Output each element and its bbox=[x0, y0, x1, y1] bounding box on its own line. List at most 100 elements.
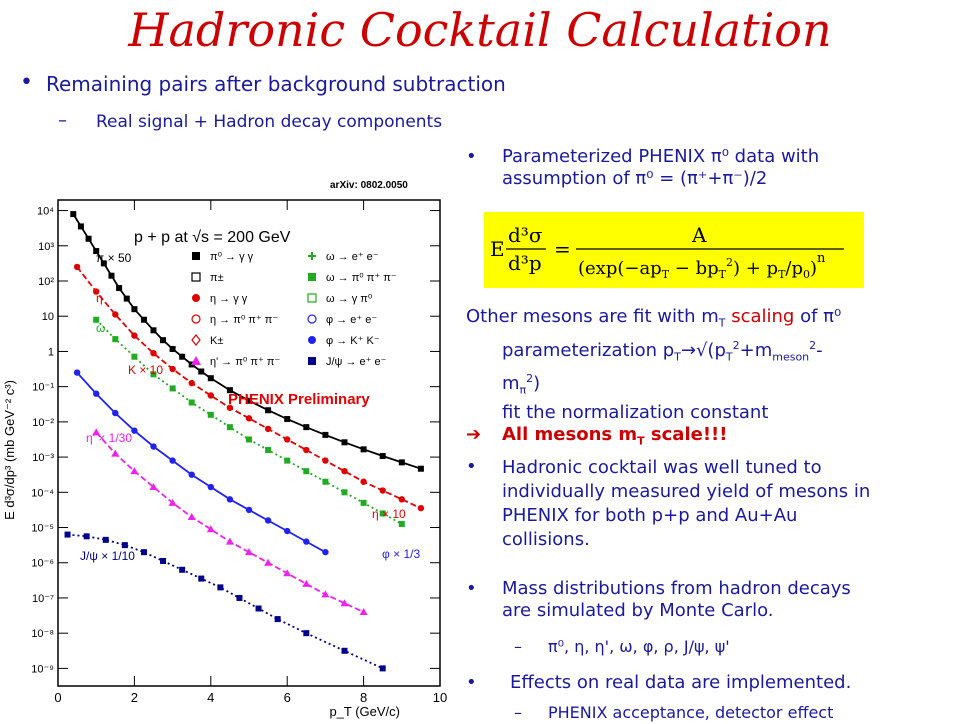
sub-bullet-real-signal: Real signal + Hadron decay components bbox=[96, 112, 443, 132]
data-point bbox=[131, 332, 138, 339]
data-point bbox=[283, 569, 292, 577]
data-point bbox=[303, 538, 310, 545]
x-tick-label: 6 bbox=[284, 690, 291, 705]
data-point bbox=[206, 525, 215, 533]
bullet-line: are simulated by Monte Carlo. bbox=[502, 600, 774, 621]
bullet-dot: • bbox=[466, 456, 477, 477]
x-tick-label: 8 bbox=[360, 690, 367, 705]
x-axis-label: p_T (GeV/c) bbox=[329, 704, 400, 719]
bullet-remaining-pairs: Remaining pairs after background subtrac… bbox=[46, 72, 506, 96]
curve-label: J/ψ × 1/10 bbox=[80, 549, 135, 563]
legend-marker bbox=[307, 293, 317, 303]
data-point bbox=[168, 498, 177, 506]
series-curve-3 bbox=[76, 371, 326, 553]
data-point bbox=[226, 424, 233, 431]
legend-label: K± bbox=[210, 335, 223, 347]
data-point bbox=[123, 295, 130, 302]
data-point bbox=[303, 630, 310, 637]
data-point bbox=[284, 457, 291, 464]
bullet-dot: • bbox=[466, 146, 477, 167]
data-point bbox=[92, 428, 101, 436]
formula-lhs-prefix: E bbox=[490, 237, 505, 261]
data-point bbox=[245, 415, 253, 422]
data-point bbox=[149, 483, 158, 491]
sub-bullet-dash: – bbox=[58, 110, 67, 131]
data-point bbox=[112, 311, 119, 318]
legend-marker bbox=[308, 273, 316, 281]
data-point bbox=[255, 605, 262, 612]
curve-label: ω bbox=[96, 321, 105, 335]
x-tick-label: 2 bbox=[131, 690, 138, 705]
data-point bbox=[359, 608, 368, 616]
data-point bbox=[169, 457, 176, 464]
legend-label: η → π⁰ π⁺ π⁻ bbox=[210, 314, 278, 326]
data-point bbox=[245, 506, 253, 514]
legend-label: π± bbox=[210, 272, 224, 284]
data-point bbox=[188, 379, 195, 387]
data-point bbox=[77, 223, 84, 230]
y-tick-label: 10⁻⁹ bbox=[31, 663, 54, 675]
legend-marker bbox=[307, 314, 317, 324]
legend-marker bbox=[308, 357, 316, 365]
data-point bbox=[340, 599, 349, 607]
legend-marker bbox=[308, 336, 316, 344]
plot-frame bbox=[57, 199, 441, 687]
data-point bbox=[341, 439, 348, 446]
y-tick-label: 1 bbox=[48, 346, 54, 358]
data-point bbox=[207, 375, 214, 382]
bullet-dot: • bbox=[466, 672, 477, 693]
data-point bbox=[116, 285, 123, 292]
legend-label: ω → e⁺ e⁻ bbox=[326, 251, 379, 263]
data-point bbox=[246, 397, 252, 404]
legend-label: π⁰ → γ γ bbox=[210, 251, 254, 263]
y-tick-label: 10⁻⁷ bbox=[32, 593, 54, 605]
data-point bbox=[379, 453, 386, 460]
data-point bbox=[198, 575, 205, 582]
formula-svg: E d³σ d³p = A (exp(−apT − bpT2) + pT/p0)… bbox=[490, 223, 844, 281]
data-point bbox=[187, 512, 196, 520]
formula-lhs-num: d³σ bbox=[508, 223, 543, 247]
data-point bbox=[322, 478, 329, 485]
bullet-line: mπ2) bbox=[502, 372, 541, 397]
legend-label: φ → e⁺ e⁻ bbox=[326, 314, 377, 326]
y-tick-label: 10⁻⁴ bbox=[31, 487, 54, 499]
legend-marker bbox=[191, 314, 201, 324]
bullet-line: parameterization pT→√(pT2+mmeson2- bbox=[502, 338, 823, 364]
legend-label: ω → γ π⁰ bbox=[326, 293, 373, 305]
watermark: PHENIX Preliminary bbox=[228, 391, 370, 408]
data-point bbox=[169, 345, 176, 352]
data-point bbox=[341, 467, 348, 475]
x-tick-label: 0 bbox=[54, 690, 61, 705]
data-point bbox=[360, 478, 367, 485]
data-point bbox=[417, 504, 425, 512]
data-point bbox=[70, 211, 77, 218]
data-point bbox=[321, 590, 330, 598]
data-point bbox=[130, 467, 139, 475]
legend-marker bbox=[191, 272, 201, 282]
sub-bullet-dash: – bbox=[514, 637, 522, 656]
y-tick-label: 10 bbox=[42, 311, 54, 323]
data-point bbox=[207, 392, 214, 399]
spectra-chart: 10⁴ 10³ 10² 10 1 10⁻¹ 10⁻² 10⁻³ 10⁻⁴ 10⁻⁵ 10⁻⁶ 10⁻⁷… bbox=[2, 199, 447, 719]
formula-rhs-num: A bbox=[691, 223, 707, 247]
data-point bbox=[131, 306, 138, 313]
legend-label: φ → K⁺ K⁻ bbox=[326, 335, 380, 347]
data-point bbox=[112, 336, 119, 343]
data-point bbox=[179, 566, 186, 573]
data-point bbox=[379, 487, 386, 494]
legend: π⁰ → γ γ π± η → γ γ η → π⁰ π⁺ π⁻ K± η' → π⁰ π… bbox=[191, 251, 397, 368]
bullet-line: individually measured yield of mesons in bbox=[502, 481, 871, 502]
data-point bbox=[226, 496, 234, 503]
data-point bbox=[226, 387, 233, 394]
formula-lhs-den: d³p bbox=[508, 251, 542, 275]
bullet-line: Parameterized PHENIX π⁰ data with bbox=[502, 146, 820, 167]
data-point bbox=[360, 446, 367, 453]
bullet-dot: • bbox=[20, 70, 33, 95]
data-point bbox=[379, 665, 386, 672]
arxiv-reference: arXiv: 0802.0050 bbox=[330, 180, 408, 191]
data-point bbox=[111, 449, 120, 457]
data-point bbox=[160, 337, 167, 344]
data-point bbox=[341, 647, 348, 654]
data-point bbox=[198, 368, 205, 375]
data-point bbox=[64, 531, 71, 538]
